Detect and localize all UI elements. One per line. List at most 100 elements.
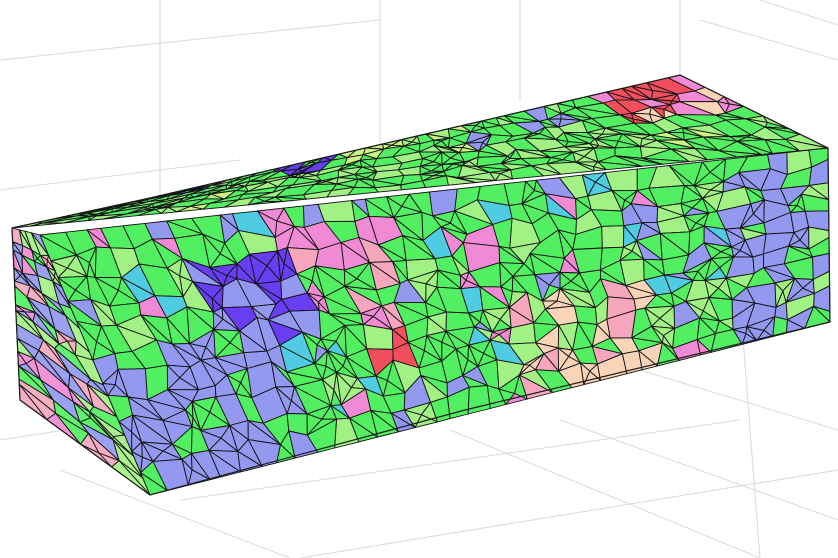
- top-face-grain: [572, 151, 585, 163]
- front-face-grain: [306, 292, 320, 311]
- top-face-grain: [745, 118, 768, 128]
- top-face-grain: [547, 118, 562, 128]
- top-face-grain: [460, 124, 477, 133]
- top-face-grain: [619, 114, 635, 124]
- front-face-grain: [320, 338, 337, 351]
- top-face-grain: [289, 168, 303, 176]
- front-face-grain: [542, 300, 558, 310]
- front-face-grain: [704, 258, 721, 281]
- top-face-grain: [465, 141, 484, 152]
- front-face-grain: [732, 328, 747, 345]
- front-face-grain: [685, 301, 704, 319]
- top-face-grain: [419, 174, 434, 182]
- front-face-grain: [213, 329, 231, 359]
- top-face-grain: [597, 161, 643, 171]
- front-face-grain: [611, 190, 626, 212]
- front-face-grain: [189, 343, 207, 361]
- front-face-grain: [181, 458, 193, 486]
- front-face-grain: [774, 282, 784, 308]
- front-face-grain: [390, 412, 416, 433]
- top-face-grain: [461, 160, 470, 166]
- front-face-grain: [131, 451, 143, 474]
- top-face-grain: [764, 139, 800, 154]
- top-face-grain: [30, 222, 65, 227]
- front-face-grain: [619, 246, 633, 261]
- front-face-grain: [788, 232, 801, 247]
- front-face-grain: [693, 161, 711, 187]
- top-face-grain: [297, 161, 311, 170]
- front-face-grain: [314, 363, 327, 381]
- front-face-grain: [581, 174, 596, 197]
- front-face-grain: [739, 203, 754, 229]
- top-face-grain: [247, 196, 265, 206]
- top-face-grain: [288, 175, 296, 178]
- front-face-grain: [248, 253, 268, 285]
- front-face-grain: [683, 215, 697, 233]
- front-face-grain: [370, 410, 399, 438]
- top-face-grain: [589, 143, 600, 149]
- front-face-grain: [343, 269, 358, 287]
- top-face-grain: [354, 174, 367, 180]
- top-face-grain: [530, 165, 562, 177]
- front-face-grain: [94, 276, 119, 307]
- top-face-grain: [631, 85, 653, 100]
- front-face-grain: [455, 348, 469, 376]
- front-face-grain: [785, 278, 804, 303]
- side-face-grain: [40, 254, 48, 268]
- front-face-grain: [703, 242, 722, 260]
- top-face-grain: [125, 206, 148, 215]
- front-face-grain: [191, 401, 211, 431]
- front-face-grain: [166, 364, 181, 391]
- front-face-grain: [118, 421, 133, 453]
- front-face-grain: [682, 270, 699, 281]
- top-face-grain: [441, 163, 454, 172]
- front-face-grain: [693, 185, 711, 199]
- top-face-grain: [337, 164, 353, 171]
- front-face-grain: [680, 203, 693, 217]
- front-face-grain: [275, 386, 292, 414]
- top-face-grain: [457, 177, 496, 183]
- front-face-grain: [202, 233, 221, 269]
- top-face-grain: [63, 215, 91, 224]
- front-face-grain: [200, 429, 222, 451]
- front-face-grain: [704, 279, 719, 298]
- front-face-grain: [102, 383, 116, 396]
- side-face-grain: [89, 411, 114, 441]
- front-face-grain: [375, 375, 388, 397]
- top-face-grain: [650, 106, 665, 119]
- top-face-grain: [670, 148, 708, 163]
- front-face-grain: [209, 267, 228, 287]
- front-face-grain: [208, 449, 241, 478]
- side-face: [11, 227, 151, 496]
- top-face-grain: [419, 158, 435, 167]
- front-face-grain: [360, 313, 374, 326]
- front-face-grain: [296, 273, 313, 294]
- side-face-grain: [54, 328, 68, 345]
- front-face-grain: [326, 350, 344, 373]
- top-face-grain: [137, 208, 162, 217]
- front-face-grain: [336, 371, 352, 406]
- front-face-grain: [580, 362, 591, 386]
- top-face-grain: [586, 132, 603, 140]
- front-face-grain: [276, 444, 296, 464]
- front-face-grain: [601, 225, 625, 249]
- front-face-grain: [306, 413, 323, 436]
- box-outline: [11, 74, 831, 496]
- front-face-grain: [559, 271, 572, 290]
- front-face-grain: [521, 180, 535, 205]
- top-face-grain: [382, 143, 393, 150]
- top-face-grain: [622, 133, 643, 148]
- top-face-grain: [729, 136, 748, 142]
- top-face-grain: [736, 140, 773, 155]
- top-face-grain: [784, 138, 829, 152]
- top-face-grain: [401, 139, 413, 147]
- front-face-grain: [468, 312, 481, 328]
- front-face: [39, 147, 831, 496]
- front-face-grain: [731, 246, 741, 258]
- top-face-grain: [160, 206, 178, 214]
- front-face-grain: [426, 335, 443, 362]
- front-face-grain: [467, 385, 491, 415]
- top-face-grain: [523, 132, 540, 139]
